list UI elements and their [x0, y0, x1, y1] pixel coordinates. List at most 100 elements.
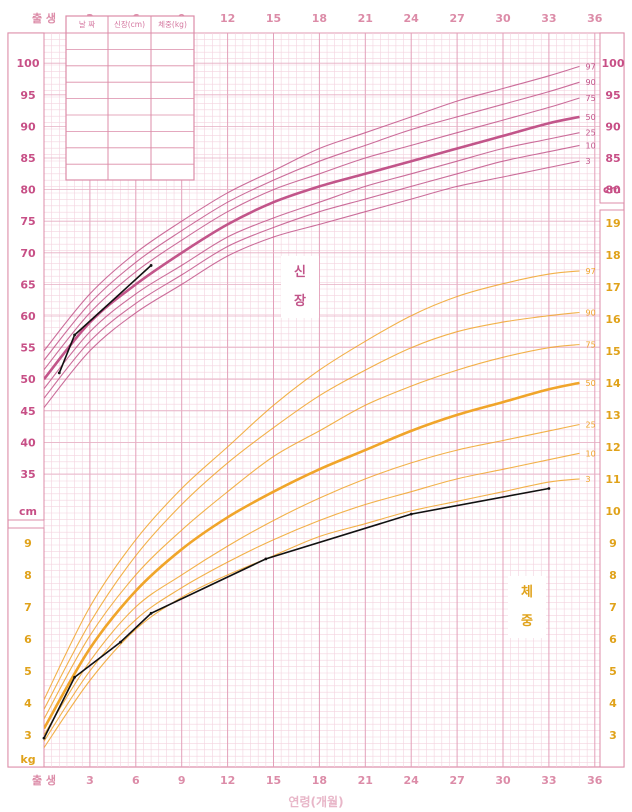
height-record-point: [73, 333, 76, 337]
weight-percentile-label-50: 50: [586, 379, 596, 388]
weight-tick-right: 18: [605, 249, 620, 262]
height-tick-left: 35: [20, 468, 35, 481]
weight-record-point: [42, 736, 46, 740]
weight-tick-right: 4: [609, 697, 617, 710]
height-unit-right: cm: [603, 183, 621, 196]
weight-label-char-1: 체: [521, 585, 533, 600]
height-curve-p50: [44, 115, 580, 381]
table-header-date: 날 짜: [79, 19, 95, 29]
x-tick-label: 3: [86, 774, 94, 787]
weight-record-point: [264, 557, 268, 561]
weight-tick-left: 7: [24, 601, 32, 614]
weight-tick-right: 16: [605, 313, 621, 326]
weight-tick-left: 9: [24, 537, 32, 550]
x-tick-label: 36: [587, 774, 603, 787]
weight-tick-left: 4: [24, 697, 32, 710]
weight-tick-left: 8: [24, 569, 32, 582]
height-tick-left: 60: [20, 310, 36, 323]
height-percentile-label-25: 25: [586, 129, 596, 138]
height-tick-left: 75: [20, 215, 35, 228]
height-tick-left: 40: [20, 436, 36, 449]
weight-section-label: 체 중: [508, 576, 546, 638]
right-weight-panel: [599, 209, 625, 768]
weight-tick-right: 19: [605, 217, 620, 230]
weight-record-point: [409, 512, 413, 516]
height-percentile-label-10: 10: [586, 141, 596, 150]
child-records: [42, 264, 551, 740]
x-tick-label: 6: [132, 774, 140, 787]
x-tick-label: 27: [449, 774, 464, 787]
x-axis-title: 연령(개월): [288, 794, 343, 809]
height-tick-right: 80: [605, 184, 621, 197]
weight-tick-right: 9: [609, 537, 617, 550]
weight-tick-right: 11: [605, 473, 620, 486]
height-unit-left: cm: [19, 505, 37, 518]
table-header-weight: 체중(kg): [158, 19, 187, 29]
height-tick-left: 85: [20, 152, 35, 165]
x-tick-label: 12: [220, 774, 235, 787]
x-tick-label: 출 생: [32, 11, 56, 25]
height-tick-right: 85: [605, 152, 620, 165]
x-tick-label: 출 생: [32, 773, 56, 787]
height-tick-left: 55: [20, 342, 35, 355]
weight-tick-right: 14: [605, 377, 621, 390]
weight-percentile-label-25: 25: [586, 421, 596, 430]
weight-tick-right: 12: [605, 441, 620, 454]
x-tick-label: 27: [449, 12, 464, 25]
weight-tick-right: 17: [605, 281, 620, 294]
x-tick-label: 21: [358, 12, 373, 25]
left-weight-panel: [7, 527, 45, 768]
x-tick-label: 36: [587, 12, 603, 25]
weight-tick-right: 10: [605, 505, 621, 518]
x-tick-label: 30: [495, 774, 511, 787]
x-tick-label: 12: [220, 12, 235, 25]
weight-tick-left: 6: [24, 633, 32, 646]
weight-percentile-label-90: 90: [586, 309, 596, 318]
weight-tick-right: 3: [609, 729, 617, 742]
height-label-char-1: 신: [294, 265, 306, 280]
weight-tick-right: 13: [605, 409, 620, 422]
height-tick-left: 80: [20, 184, 36, 197]
weight-percentile-label-75: 75: [586, 341, 596, 350]
x-tick-label: 30: [495, 12, 511, 25]
height-tick-right: 90: [605, 120, 621, 133]
weight-percentile-label-10: 10: [586, 449, 596, 458]
height-curve-p3: [44, 160, 580, 408]
height-record-point: [57, 371, 61, 375]
height-record-point: [149, 264, 153, 267]
right-height-panel: [599, 32, 625, 204]
height-tick-right: 100: [602, 57, 625, 70]
weight-record-point: [73, 675, 76, 679]
weight-curve-p25: [44, 423, 580, 736]
weight-curve-p90: [44, 311, 580, 710]
height-tick-left: 90: [20, 120, 36, 133]
height-tick-right: 95: [605, 89, 620, 102]
x-tick-label: 24: [404, 774, 420, 787]
weight-curve-p50: [44, 381, 580, 730]
height-tick-left: 70: [20, 247, 36, 260]
x-tick-label: 15: [266, 12, 281, 25]
height-percentile-curves: [44, 65, 580, 408]
weight-percentile-label-3: 3: [586, 475, 591, 484]
x-tick-label: 21: [358, 774, 373, 787]
table-header-height: 신장(cm): [114, 19, 145, 29]
weight-curve-p10: [44, 452, 580, 742]
weight-tick-left: 5: [24, 665, 32, 678]
weight-record-point: [547, 487, 551, 490]
weight-tick-right: 6: [609, 633, 617, 646]
weight-tick-right: 5: [609, 665, 617, 678]
height-section-label: 신 장: [281, 256, 319, 318]
height-tick-left: 50: [20, 373, 36, 386]
weight-tick-left: 3: [24, 729, 32, 742]
weight-curve-p75: [44, 343, 580, 720]
tick-labels: 출 생출 생3366991212151518182121242427273030…: [17, 11, 625, 787]
height-label-char-2: 장: [294, 293, 306, 309]
height-curve-p75: [44, 97, 580, 371]
weight-curve-p97: [44, 270, 580, 700]
weight-tick-right: 8: [609, 569, 617, 582]
height-tick-left: 100: [17, 57, 40, 70]
percentile-labels: 3 10 25 50 75 90 97 3 10 25 50 75 90 97: [586, 62, 596, 484]
weight-record-point: [149, 611, 153, 615]
x-tick-label: 9: [178, 774, 186, 787]
